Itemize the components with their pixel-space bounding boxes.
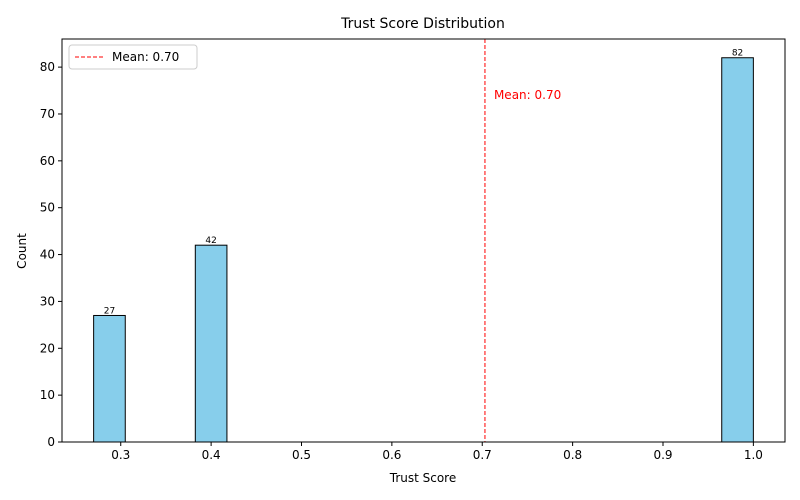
mean-annotation: Mean: 0.70 (494, 88, 561, 102)
y-tick-label-5: 50 (40, 201, 55, 215)
bar-label-2: 82 (732, 49, 743, 59)
bar-label-1: 42 (205, 236, 216, 246)
y-tick-label-3: 30 (40, 294, 55, 308)
y-tick-label-6: 60 (40, 154, 55, 168)
bar-label-0: 27 (104, 306, 115, 316)
x-tick-label-1: 0.4 (202, 448, 221, 462)
x-tick-label-0: 0.3 (111, 448, 130, 462)
y-tick-label-1: 10 (40, 388, 55, 402)
x-tick-label-7: 1.0 (744, 448, 763, 462)
bar-0 (93, 314, 126, 443)
bars-group (93, 57, 754, 443)
x-tick-label-4: 0.7 (473, 448, 492, 462)
y-axis-label: Count (15, 233, 29, 269)
x-tick-label-2: 0.5 (292, 448, 311, 462)
y-tick-label-0: 0 (47, 435, 55, 449)
y-tick-label-2: 20 (40, 341, 55, 355)
bar-1 (194, 244, 228, 443)
y-tick-label-7: 70 (40, 107, 55, 121)
legend: Mean: 0.70 (68, 44, 198, 70)
y-tick-label-8: 80 (40, 60, 55, 74)
plot-frame (61, 38, 786, 443)
bar-labels-group: 27 42 82 (104, 49, 744, 317)
legend-box (68, 44, 198, 70)
x-tick-label-6: 0.9 (653, 448, 672, 462)
legend-label: Mean: 0.70 (112, 50, 179, 64)
x-tick-label-5: 0.8 (563, 448, 582, 462)
axes-group: 0.3 0.4 0.5 0.6 0.7 0.8 0.9 1.0 0 10 20 30 40 50 60 70 8… (40, 38, 786, 462)
y-tick-label-4: 40 (40, 248, 55, 262)
mean-group: Mean: 0.70 (484, 39, 561, 442)
x-axis-label: Trust Score (389, 471, 457, 485)
x-tick-label-3: 0.6 (382, 448, 401, 462)
bar-2 (721, 57, 754, 443)
chart-title: Trust Score Distribution (340, 16, 505, 32)
